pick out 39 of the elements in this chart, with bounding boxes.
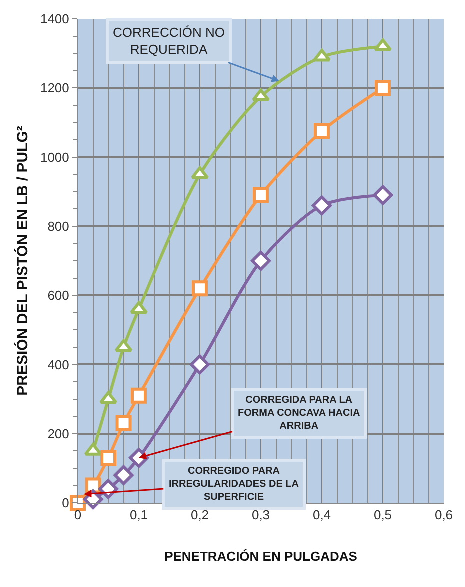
annotation: CORRECCIÓN NO REQUERIDA	[113, 25, 225, 57]
x-tick-label: 0	[74, 508, 82, 523]
y-tick-label: 0	[62, 496, 70, 511]
point	[131, 388, 147, 404]
point	[116, 415, 132, 432]
x-tick-label: 0,2	[190, 508, 210, 523]
y-tick-label: 600	[48, 288, 70, 304]
point	[114, 339, 133, 352]
x-axis-title: PENETRACIÓN EN PULGADAS	[164, 549, 358, 564]
point	[100, 450, 116, 466]
point	[98, 479, 118, 500]
x-tick-label: 0,3	[252, 508, 270, 523]
annotation: CORREGIDA PARA LA FORMA CONCAVA HACIA ARRIBA	[238, 395, 360, 432]
point	[99, 391, 118, 404]
y-tick-label: 200	[48, 426, 70, 442]
point	[314, 123, 330, 140]
point	[84, 443, 102, 456]
y-tick-label: 1000	[40, 150, 70, 165]
point	[373, 185, 393, 206]
point	[375, 80, 391, 96]
x-tick-label: 0,4	[312, 508, 332, 523]
point	[312, 196, 332, 216]
y-tick-label: 1200	[40, 80, 70, 96]
point	[70, 495, 86, 511]
point	[190, 354, 210, 375]
y-axis-title: PRESIÓN DEL PISTÓN EN LB / PULG²	[14, 126, 32, 396]
x-tick-label: 0,5	[374, 508, 392, 523]
y-tick-label: 800	[48, 218, 70, 234]
point	[114, 465, 134, 486]
point	[252, 88, 270, 102]
point	[130, 301, 148, 314]
point	[192, 280, 208, 297]
point	[253, 187, 269, 204]
y-tick-label: 1400	[40, 12, 70, 27]
x-tick-label: 0,6	[434, 508, 454, 523]
y-tick-label: 400	[48, 357, 70, 372]
x-tick-label: 0,1	[130, 508, 148, 523]
point	[251, 251, 271, 271]
annotation: CORREGIDO PARA IRREGULARIDADES DE LA SUPERFICIE	[169, 466, 300, 503]
